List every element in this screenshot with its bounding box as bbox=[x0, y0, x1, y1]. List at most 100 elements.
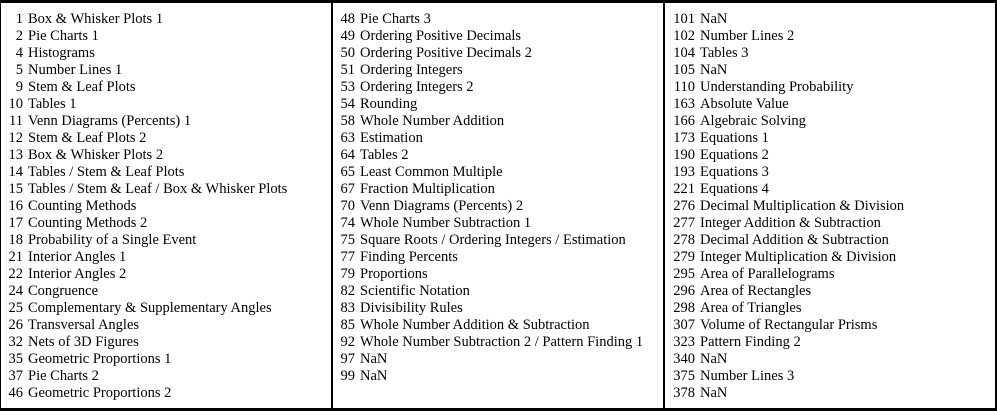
list-item: 375 Number Lines 3 bbox=[671, 368, 991, 385]
list-item: 17 Counting Methods 2 bbox=[7, 215, 327, 232]
list-item: 75 Square Roots / Ordering Integers / Est… bbox=[339, 232, 659, 249]
item-label: Nets of 3D Figures bbox=[28, 334, 139, 350]
item-label: Geometric Proportions 1 bbox=[28, 351, 172, 367]
list-item: 85 Whole Number Addition & Subtraction bbox=[339, 317, 659, 334]
list-item: 295 Area of Parallelograms bbox=[671, 266, 991, 283]
item-label: Tables 2 bbox=[360, 147, 409, 163]
item-id: 12 bbox=[8, 130, 24, 146]
item-id: 70 bbox=[340, 198, 356, 214]
item-label: Area of Triangles bbox=[700, 300, 802, 316]
column-2: 48 Pie Charts 3 49 Ordering Positive Decima… bbox=[331, 3, 663, 408]
list-item: 190 Equations 2 bbox=[671, 147, 991, 164]
item-label: Decimal Addition & Subtraction bbox=[700, 232, 889, 248]
list-item: 24 Congruence bbox=[7, 283, 327, 300]
item-label: Finding Percents bbox=[360, 249, 458, 265]
item-label: Geometric Proportions 2 bbox=[28, 385, 172, 401]
list-item: 63 Estimation bbox=[339, 130, 659, 147]
list-item: 70 Venn Diagrams (Percents) 2 bbox=[339, 198, 659, 215]
item-id: 378 bbox=[673, 385, 695, 401]
item-id: 35 bbox=[8, 351, 24, 367]
item-label: Rounding bbox=[360, 96, 418, 112]
list-item: 54 Rounding bbox=[339, 96, 659, 113]
item-label: Counting Methods bbox=[28, 198, 137, 214]
item-id: 22 bbox=[8, 266, 24, 282]
list-item: 277 Integer Addition & Subtraction bbox=[671, 215, 991, 232]
item-id: 99 bbox=[340, 368, 356, 384]
list-item: 35 Geometric Proportions 1 bbox=[7, 351, 327, 368]
list-item: 10 Tables 1 bbox=[7, 96, 327, 113]
item-id: 295 bbox=[673, 266, 695, 282]
item-id: 79 bbox=[340, 266, 356, 282]
list-item: 101 NaN bbox=[671, 11, 991, 28]
item-label: Counting Methods 2 bbox=[28, 215, 148, 231]
list-item: 83 Divisibility Rules bbox=[339, 300, 659, 317]
item-id: 375 bbox=[673, 368, 695, 384]
item-label: Equations 1 bbox=[700, 130, 769, 146]
list-item: 163 Absolute Value bbox=[671, 96, 991, 113]
item-id: 37 bbox=[8, 368, 24, 384]
column-1: 1 Box & Whisker Plots 1 2 Pie Charts 1 4 Hist… bbox=[1, 3, 331, 408]
item-label: Whole Number Addition & Subtraction bbox=[360, 317, 590, 333]
item-id: 298 bbox=[673, 300, 695, 316]
item-id: 75 bbox=[340, 232, 356, 248]
list-item: 9 Stem & Leaf Plots bbox=[7, 79, 327, 96]
item-id: 13 bbox=[8, 147, 24, 163]
item-label: Integer Addition & Subtraction bbox=[700, 215, 881, 231]
item-label: Interior Angles 2 bbox=[28, 266, 127, 282]
item-label: Tables 3 bbox=[700, 45, 749, 61]
item-label: Area of Parallelograms bbox=[700, 266, 835, 282]
item-label: Decimal Multiplication & Division bbox=[700, 198, 905, 214]
item-label: NaN bbox=[700, 62, 728, 78]
item-label: NaN bbox=[700, 385, 728, 401]
item-id: 54 bbox=[340, 96, 356, 112]
list-item: 53 Ordering Integers 2 bbox=[339, 79, 659, 96]
item-label: NaN bbox=[700, 351, 728, 367]
item-id: 190 bbox=[673, 147, 695, 163]
item-id: 16 bbox=[8, 198, 24, 214]
item-id: 53 bbox=[340, 79, 356, 95]
list-item: 46 Geometric Proportions 2 bbox=[7, 385, 327, 402]
list-item: 48 Pie Charts 3 bbox=[339, 11, 659, 28]
list-item: 340 NaN bbox=[671, 351, 991, 368]
item-label: Absolute Value bbox=[700, 96, 789, 112]
item-label: Ordering Positive Decimals 2 bbox=[360, 45, 532, 61]
item-label: Volume of Rectangular Prisms bbox=[700, 317, 878, 333]
list-item: 51 Ordering Integers bbox=[339, 62, 659, 79]
item-id: 1 bbox=[15, 11, 23, 27]
list-item: 77 Finding Percents bbox=[339, 249, 659, 266]
item-id: 323 bbox=[673, 334, 695, 350]
item-label: Fraction Multiplication bbox=[360, 181, 495, 197]
item-id: 340 bbox=[673, 351, 695, 367]
list-item: 193 Equations 3 bbox=[671, 164, 991, 181]
item-id: 24 bbox=[8, 283, 24, 299]
item-id: 110 bbox=[673, 79, 695, 95]
item-label: Area of Rectangles bbox=[700, 283, 812, 299]
item-id: 82 bbox=[340, 283, 356, 299]
item-id: 307 bbox=[673, 317, 695, 333]
item-label: Box & Whisker Plots 2 bbox=[28, 147, 164, 163]
item-label: NaN bbox=[360, 368, 388, 384]
item-label: Number Lines 3 bbox=[700, 368, 795, 384]
item-id: 58 bbox=[340, 113, 356, 129]
item-label: Tables 1 bbox=[28, 96, 77, 112]
item-id: 2 bbox=[15, 28, 23, 44]
item-label: Scientific Notation bbox=[360, 283, 470, 299]
list-item: 18 Probability of a Single Event bbox=[7, 232, 327, 249]
item-label: NaN bbox=[360, 351, 388, 367]
item-id: 101 bbox=[673, 11, 695, 27]
item-label: Probability of a Single Event bbox=[28, 232, 197, 248]
list-item: 74 Whole Number Subtraction 1 bbox=[339, 215, 659, 232]
list-item: 82 Scientific Notation bbox=[339, 283, 659, 300]
item-label: Pie Charts 2 bbox=[28, 368, 99, 384]
item-id: 193 bbox=[673, 164, 695, 180]
list-item: 12 Stem & Leaf Plots 2 bbox=[7, 130, 327, 147]
item-id: 296 bbox=[673, 283, 695, 299]
item-label: Box & Whisker Plots 1 bbox=[28, 11, 164, 27]
list-item: 21 Interior Angles 1 bbox=[7, 249, 327, 266]
item-label: Number Lines 2 bbox=[700, 28, 795, 44]
list-item: 4 Histograms bbox=[7, 45, 327, 62]
item-id: 105 bbox=[673, 62, 695, 78]
item-id: 25 bbox=[8, 300, 24, 316]
list-item: 92 Whole Number Subtraction 2 / Pattern F… bbox=[339, 334, 659, 351]
